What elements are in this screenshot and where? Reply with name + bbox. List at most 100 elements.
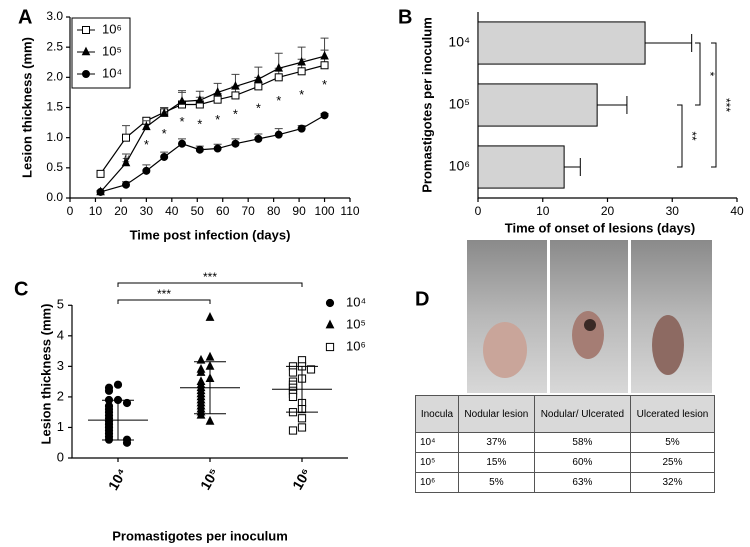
header-cell: Nodular lesion bbox=[457, 395, 535, 433]
x-tick-label: 40 bbox=[165, 204, 179, 218]
legend-label: 10⁶ bbox=[102, 21, 122, 36]
marker bbox=[195, 145, 204, 154]
y-tick-label: 2.5 bbox=[46, 39, 63, 53]
marker bbox=[274, 62, 284, 72]
header-cell: Ulcerated lesion bbox=[629, 395, 716, 433]
marker bbox=[320, 50, 329, 60]
marker bbox=[196, 367, 206, 376]
x-axis-title: Promastigotes per inoculum bbox=[112, 528, 288, 543]
significance-label: * bbox=[179, 114, 184, 129]
paw bbox=[652, 315, 684, 375]
y-tick-label: 10⁶ bbox=[449, 158, 470, 174]
significance-label: * bbox=[276, 93, 281, 108]
x-tick-label: 60 bbox=[216, 204, 230, 218]
table-cell: 58% bbox=[533, 432, 631, 453]
marker bbox=[178, 139, 186, 148]
marker bbox=[205, 415, 215, 425]
y-tick-label: 10⁵ bbox=[449, 96, 470, 112]
y-axis-title: Lesion thickness (mm) bbox=[38, 304, 53, 445]
marker bbox=[288, 368, 298, 377]
table-row: 10⁵ 15% 60% 25% bbox=[415, 452, 716, 473]
x-tick-label: 10 bbox=[89, 204, 103, 218]
significance-label: *** bbox=[203, 270, 217, 284]
photos bbox=[467, 240, 712, 393]
marker bbox=[96, 169, 105, 178]
marker bbox=[297, 423, 307, 432]
marker bbox=[82, 26, 90, 34]
panel-label: D bbox=[415, 288, 429, 310]
y-tick-label: 5 bbox=[57, 297, 64, 312]
bar bbox=[477, 21, 646, 65]
header-cell: Inocula bbox=[415, 395, 459, 433]
table-cell: 5% bbox=[457, 472, 535, 493]
marker bbox=[231, 81, 240, 90]
y-tick-label: 3.0 bbox=[46, 9, 63, 23]
header-cell: Nodular/ Ulcerated bbox=[533, 395, 631, 433]
paw bbox=[572, 311, 604, 359]
marker bbox=[213, 144, 222, 153]
significance-label: *** bbox=[157, 287, 171, 301]
y-tick-label: 4 bbox=[57, 327, 64, 342]
marker bbox=[82, 70, 90, 78]
x-axis-title: Time post infection (days) bbox=[130, 227, 291, 242]
marker bbox=[122, 438, 132, 447]
marker bbox=[297, 414, 307, 423]
y-tick-label: 0.5 bbox=[46, 160, 63, 174]
outcome-table: Inocula Nodular lesion Nodular/ Ulcerated U… bbox=[415, 395, 716, 493]
table-row: 10⁶ 5% 63% 32% bbox=[415, 472, 716, 493]
bar bbox=[477, 83, 598, 127]
x-tick-label: 20 bbox=[601, 204, 615, 218]
table-cell: 10⁵ bbox=[415, 452, 459, 473]
marker bbox=[196, 409, 206, 419]
y-tick-label: 0 bbox=[57, 449, 64, 464]
x-tick-label: 70 bbox=[242, 204, 256, 218]
series-line bbox=[100, 55, 325, 193]
marker bbox=[122, 398, 132, 408]
marker bbox=[274, 130, 283, 139]
x-tick-label: 10⁶ bbox=[289, 465, 314, 492]
marker bbox=[254, 82, 263, 91]
legend-label: 10⁵ bbox=[346, 316, 366, 331]
marker bbox=[325, 342, 335, 352]
significance-label: * bbox=[233, 106, 238, 121]
legend-label: 10⁴ bbox=[102, 65, 122, 80]
panel-label: C bbox=[14, 278, 28, 300]
significance-label: * bbox=[144, 137, 149, 152]
y-tick-label: 2 bbox=[57, 388, 64, 403]
marker bbox=[213, 87, 222, 96]
table-header: Inocula Nodular lesion Nodular/ Ulcerated U… bbox=[415, 395, 716, 433]
marker bbox=[81, 46, 91, 56]
y-axis-title: Promastigotes per inoculum bbox=[419, 17, 434, 193]
marker bbox=[122, 133, 130, 142]
y-tick-label: 1 bbox=[57, 419, 64, 434]
table-cell: 63% bbox=[533, 472, 631, 493]
marker bbox=[320, 111, 329, 120]
y-tick-label: 1.5 bbox=[46, 100, 63, 114]
x-tick-label: 100 bbox=[315, 204, 335, 218]
table-cell: 15% bbox=[457, 452, 535, 473]
table-cell: 5% bbox=[629, 432, 716, 453]
marker bbox=[274, 73, 283, 82]
marker bbox=[213, 95, 222, 104]
error-bar bbox=[564, 158, 581, 176]
marker bbox=[122, 180, 130, 189]
marker bbox=[205, 312, 215, 321]
y-axis-title: Lesion thickness (mm) bbox=[19, 37, 34, 178]
significance-bracket bbox=[695, 42, 701, 106]
marker bbox=[121, 157, 131, 167]
marker bbox=[306, 365, 316, 374]
error-bar bbox=[597, 96, 628, 114]
marker bbox=[297, 56, 306, 66]
significance-label: * bbox=[256, 100, 261, 115]
marker bbox=[159, 108, 169, 117]
table-body: 10⁴ 37% 58% 5% 10⁵ 15% 60% 25% 10⁶ 5% 63% 32% bbox=[415, 432, 716, 493]
x-tick-label: 10 bbox=[536, 204, 550, 218]
significance-label: * bbox=[322, 77, 327, 92]
marker bbox=[231, 139, 240, 148]
sd-bar bbox=[194, 361, 226, 415]
table-cell: 10⁴ bbox=[415, 432, 459, 453]
table-cell: 25% bbox=[629, 452, 716, 473]
y-tick-label: 2.0 bbox=[46, 70, 63, 84]
sd-bar bbox=[102, 399, 134, 441]
legend-label: 10⁴ bbox=[346, 294, 366, 309]
